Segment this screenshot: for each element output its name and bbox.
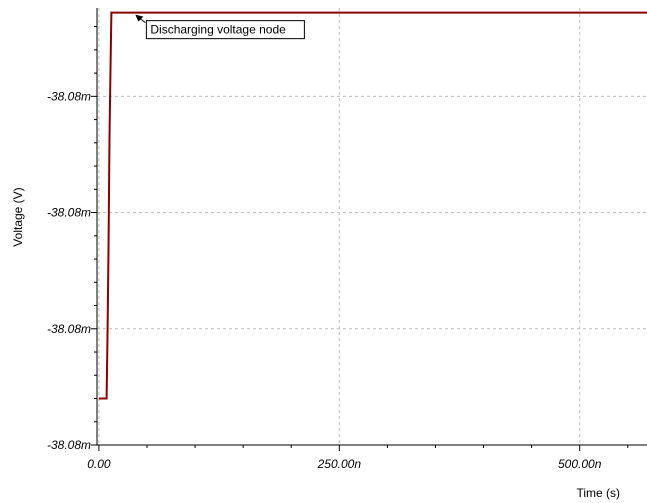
y-tick-label: -38.08m	[47, 89, 91, 103]
y-tick-label: -38.08m	[47, 206, 91, 220]
annotation-arrowhead	[135, 14, 144, 22]
x-tick-labels: 0.00 250.00n 500.00n	[87, 457, 601, 471]
series-group	[98, 11, 647, 400]
y-tick-label: -38.08m	[47, 322, 91, 336]
series-line	[98, 11, 647, 400]
x-tick-label: 250.00n	[317, 457, 362, 471]
y-tick-label: -38.08m	[47, 438, 91, 452]
annotation-label: Discharging voltage node	[150, 23, 286, 37]
y-tick-labels: -38.08m -38.08m -38.08m -38.08m	[47, 89, 91, 452]
tick-marks	[91, 26, 629, 451]
y-axis-title: Voltage (V)	[11, 187, 25, 246]
axes	[96, 8, 647, 446]
grid-lines	[97, 8, 647, 445]
annotation-box	[145, 20, 305, 40]
x-tick-label: 500.00n	[558, 457, 602, 471]
annotation-group: Discharging voltage node	[135, 14, 305, 40]
x-axis-title: Time (s)	[576, 486, 620, 500]
x-tick-label: 0.00	[87, 457, 111, 471]
